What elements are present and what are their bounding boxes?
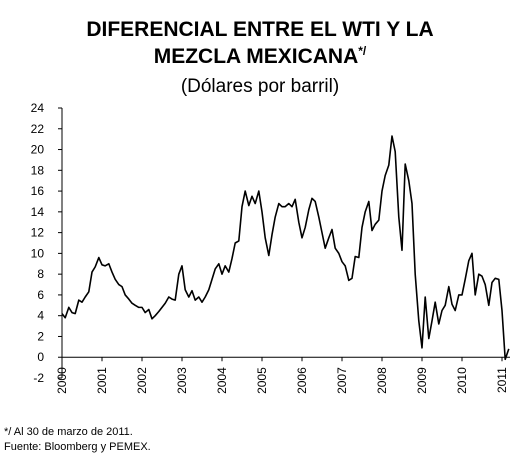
- x-tick-label: 2004: [215, 367, 229, 394]
- x-tick-label: 2010: [455, 367, 469, 394]
- chart-title: DIFERENCIAL ENTRE EL WTI Y LA: [86, 18, 433, 41]
- x-tick-label: 2009: [415, 367, 429, 394]
- x-tick-label: 2008: [375, 367, 389, 394]
- y-tick-label: 10: [31, 246, 45, 260]
- x-tick-label: 2002: [135, 367, 149, 394]
- y-tick-label: 24: [31, 101, 45, 115]
- x-tick-label: 2006: [295, 367, 309, 394]
- x-tick-label: 2007: [335, 367, 349, 394]
- y-tick-label: 8: [37, 267, 44, 281]
- y-tick-label: 2: [37, 329, 44, 343]
- y-tick-label: 22: [31, 122, 45, 136]
- chart-title: MEZCLA MEXICANA: [154, 45, 359, 68]
- title-note: */: [358, 44, 367, 58]
- y-tick-label: 18: [31, 163, 45, 177]
- data-line: [61, 135, 510, 361]
- y-tick-label: 16: [31, 184, 45, 198]
- y-tick-label: 0: [37, 350, 44, 364]
- footnote: */ Al 30 de marzo de 2011.: [4, 426, 133, 438]
- chart-subtitle: (Dólares por barril): [181, 76, 339, 97]
- y-tick-label: 12: [31, 226, 45, 240]
- y-tick-label: 14: [31, 205, 45, 219]
- y-tick-label: 4: [37, 309, 44, 323]
- y-tick-label: 6: [37, 288, 44, 302]
- chart-title: MEZCLA MEXICANA*/: [154, 44, 367, 68]
- x-tick-label: 2011: [495, 367, 509, 393]
- x-tick-label: 2005: [255, 367, 269, 394]
- x-tick-label: 2000: [55, 367, 69, 394]
- x-tick-label: 2003: [175, 367, 189, 394]
- x-tick-label: 2001: [95, 367, 109, 394]
- y-tick-label: 20: [31, 143, 45, 157]
- footnote: Fuente: Bloomberg y PEMEX.: [4, 441, 151, 453]
- y-tick-label: -2: [33, 371, 44, 385]
